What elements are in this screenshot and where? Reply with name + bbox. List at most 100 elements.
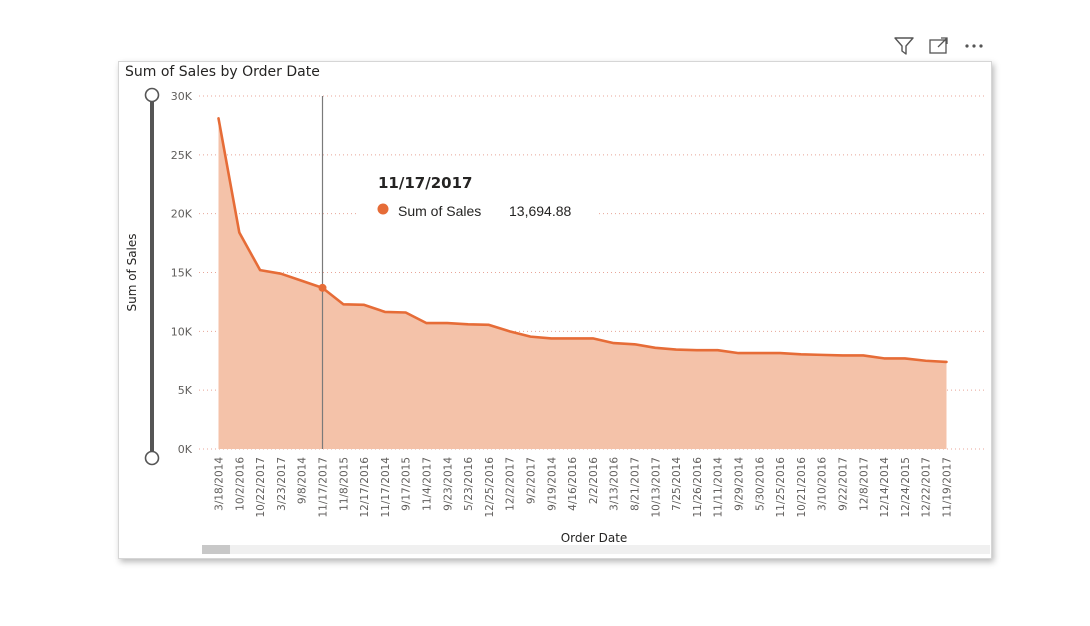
x-tick-label: 9/23/2014	[442, 457, 454, 511]
x-tick-label: 3/10/2016	[817, 457, 829, 511]
y-tick-label: 20K	[171, 208, 193, 221]
x-tick-label: 11/19/2017	[942, 457, 954, 518]
data-point[interactable]	[215, 114, 223, 122]
data-point[interactable]	[256, 266, 264, 274]
x-tick-label: 9/8/2014	[297, 457, 309, 504]
tooltip-date: 11/17/2017	[378, 174, 472, 192]
data-point[interactable]	[443, 319, 451, 327]
focus-mode-icon[interactable]	[927, 34, 951, 58]
x-tick-label: 11/8/2015	[338, 457, 350, 511]
x-tick-label: 9/29/2014	[734, 457, 746, 511]
x-tick-label: 3/23/2017	[276, 457, 288, 511]
x-tick-label: 5/23/2016	[463, 457, 475, 511]
data-point[interactable]	[360, 301, 368, 309]
y-tick-label: 25K	[171, 149, 193, 162]
data-point[interactable]	[631, 340, 639, 348]
x-tick-label: 10/2/2016	[234, 457, 246, 511]
x-tick-label: 10/13/2017	[650, 457, 662, 518]
y-tick-label: 0K	[178, 443, 193, 456]
x-tick-label: 11/25/2016	[775, 457, 787, 518]
data-point[interactable]	[880, 354, 888, 362]
x-tick-label: 10/21/2016	[796, 457, 808, 518]
x-tick-label: 9/22/2017	[838, 457, 850, 511]
x-tick-label: 11/11/2014	[713, 457, 725, 518]
data-point[interactable]	[527, 333, 535, 341]
x-axis-title: Order Date	[561, 531, 628, 545]
x-tick-label: 5/30/2016	[754, 457, 766, 511]
x-tick-label: 12/17/2016	[359, 457, 371, 518]
tooltip-background	[356, 156, 598, 240]
data-point[interactable]	[589, 334, 597, 342]
x-tick-label: 12/22/2017	[921, 457, 933, 518]
x-tick-label: 11/4/2017	[422, 457, 434, 511]
tooltip-series-marker	[377, 203, 389, 215]
x-tick-label: 9/2/2017	[526, 457, 538, 504]
data-point[interactable]	[423, 319, 431, 327]
more-options-icon[interactable]	[962, 34, 986, 58]
tooltip-series-name: Sum of Sales	[398, 203, 481, 219]
data-point[interactable]	[298, 277, 306, 285]
data-point[interactable]	[776, 349, 784, 357]
data-point[interactable]	[714, 346, 722, 354]
data-point[interactable]	[901, 354, 909, 362]
x-tick-label: 8/21/2017	[630, 457, 642, 511]
x-tick-label: 2/2/2016	[588, 457, 600, 504]
visual-title: Sum of Sales by Order Date	[125, 64, 320, 80]
line-chart-visual[interactable]: Sum of Sales by Order Date 0K 5K 10K 15K 20K…	[118, 61, 992, 559]
data-point[interactable]	[464, 320, 472, 328]
y-axis-slider-handle-top[interactable]	[144, 87, 160, 103]
series-line-sum-of-sales[interactable]	[217, 117, 948, 364]
data-point[interactable]	[402, 309, 410, 317]
y-tick-label: 30K	[171, 90, 193, 103]
data-point[interactable]	[547, 334, 555, 342]
filter-icon[interactable]	[892, 34, 916, 58]
data-point[interactable]	[943, 358, 951, 366]
area-chart[interactable]: 0K 5K 10K 15K 20K 25K 30K Sum of Sales 3/18/2014…	[119, 62, 991, 558]
data-point[interactable]	[735, 349, 743, 357]
data-point[interactable]	[859, 351, 867, 359]
visual-header	[892, 34, 986, 58]
y-axis-title: Sum of Sales	[125, 233, 139, 311]
x-tick-label: 4/16/2016	[567, 457, 579, 511]
data-point[interactable]	[755, 349, 763, 357]
data-point[interactable]	[672, 346, 680, 354]
y-tick-label: 10K	[171, 325, 193, 338]
y-tick-label: 5K	[178, 384, 193, 397]
data-point[interactable]	[506, 327, 514, 335]
x-tick-label: 11/26/2016	[692, 457, 704, 518]
x-tick-label: 3/18/2014	[214, 457, 226, 511]
scrollbar-thumb[interactable]	[202, 545, 230, 554]
x-tick-label: 3/13/2016	[609, 457, 621, 511]
x-tick-label: 12/8/2017	[858, 457, 870, 511]
data-point[interactable]	[797, 350, 805, 358]
x-tick-label: 9/17/2015	[401, 457, 413, 511]
data-point[interactable]	[485, 321, 493, 329]
data-point[interactable]	[339, 300, 347, 308]
x-tick-label: 12/14/2014	[879, 457, 891, 518]
x-tick-label: 12/2/2017	[505, 457, 517, 511]
highlighted-data-point[interactable]	[318, 283, 327, 292]
horizontal-scrollbar[interactable]	[202, 545, 990, 554]
data-point[interactable]	[651, 344, 659, 352]
data-point[interactable]	[235, 228, 243, 236]
x-tick-label: 11/17/2014	[380, 457, 392, 518]
data-point[interactable]	[610, 339, 618, 347]
x-tick-label: 12/24/2015	[900, 457, 912, 518]
data-point[interactable]	[277, 270, 285, 278]
x-tick-label: 12/25/2016	[484, 457, 496, 518]
x-tick-label: 10/22/2017	[255, 457, 267, 518]
x-tick-label: 7/25/2014	[671, 457, 683, 511]
x-tick-label: 9/19/2014	[546, 457, 558, 511]
x-tick-label: 11/17/2017	[318, 457, 330, 518]
data-point[interactable]	[839, 351, 847, 359]
y-axis-slider-handle-bottom[interactable]	[144, 450, 160, 466]
data-point[interactable]	[693, 346, 701, 354]
tooltip-value: 13,694.88	[509, 203, 571, 219]
series-area-sum-of-sales	[218, 118, 947, 450]
data-point[interactable]	[568, 334, 576, 342]
data-point[interactable]	[922, 357, 930, 365]
data-point[interactable]	[381, 308, 389, 316]
y-tick-label: 15K	[171, 267, 193, 280]
data-point[interactable]	[818, 351, 826, 359]
